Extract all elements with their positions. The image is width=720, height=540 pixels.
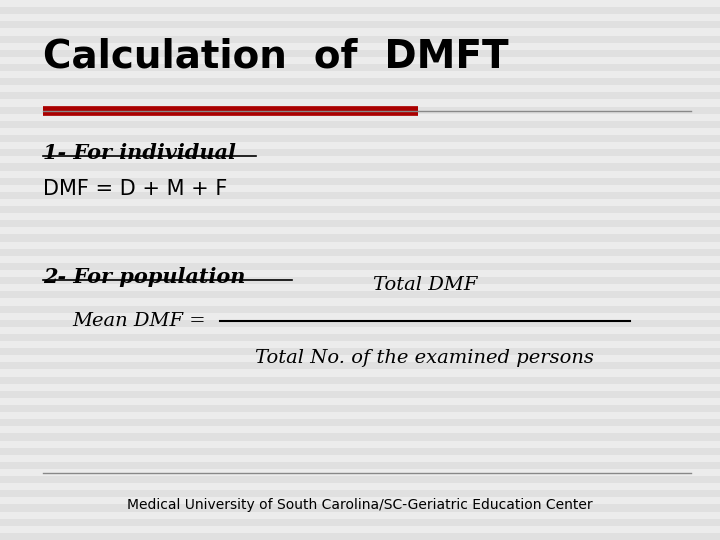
Bar [0,64,720,71]
Bar [0,78,720,85]
Bar [0,476,720,483]
Bar [0,448,720,455]
Bar [0,419,720,426]
Text: 1- For individual: 1- For individual [43,143,236,163]
Bar [0,121,720,128]
Text: Medical University of South Carolina/SC-Geriatric Education Center: Medical University of South Carolina/SC-… [127,498,593,512]
Bar [0,220,720,227]
Bar [0,106,720,114]
Bar [0,504,720,511]
Bar [0,192,720,199]
Bar [0,50,720,57]
Bar [0,462,720,469]
Bar [0,92,720,99]
Bar [0,362,720,369]
Bar [0,249,720,256]
Bar [0,519,720,526]
Bar [0,206,720,213]
Bar [0,334,720,341]
Bar [0,149,720,156]
Bar [0,533,720,540]
Bar [0,348,720,355]
Bar [0,376,720,384]
Text: Mean DMF =: Mean DMF = [73,312,212,330]
Bar [0,135,720,142]
Bar [0,277,720,284]
Bar [0,291,720,299]
Bar [0,405,720,412]
Text: Total DMF: Total DMF [373,275,477,294]
Bar [0,306,720,313]
Bar [0,391,720,398]
Bar [0,36,720,43]
Text: DMF = D + M + F: DMF = D + M + F [43,179,228,199]
Text: Calculation  of  DMFT: Calculation of DMFT [43,38,509,76]
Bar [0,234,720,241]
Text: Total No. of the examined persons: Total No. of the examined persons [256,349,594,367]
Bar [0,434,720,441]
Bar [0,178,720,185]
Bar [0,490,720,497]
Bar [0,164,720,171]
Bar [0,263,720,270]
Bar [0,320,720,327]
Bar [0,7,720,14]
Text: 2- For population: 2- For population [43,267,246,287]
Bar [0,21,720,29]
